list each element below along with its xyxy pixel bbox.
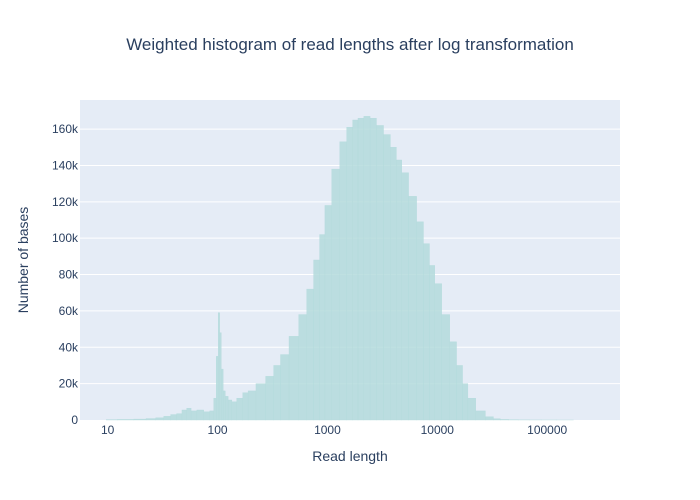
histogram-bar [376, 125, 384, 421]
y-tick-label: 40k [59, 340, 79, 354]
histogram-bar [306, 288, 314, 421]
histogram-bar [493, 418, 501, 421]
histogram-bar [331, 168, 340, 421]
histogram-bar [298, 314, 307, 421]
y-tick-label: 140k [52, 158, 79, 172]
chart-title: Weighted histogram of read lengths after… [126, 35, 574, 54]
histogram-bar [475, 410, 486, 421]
histogram-bar [190, 410, 198, 421]
histogram-bar [225, 396, 229, 421]
y-tick-label: 0 [71, 413, 78, 427]
histogram-bar [255, 383, 266, 421]
histogram-bar [500, 419, 509, 421]
histogram-bar [441, 314, 450, 421]
histogram-bar [339, 141, 347, 421]
histogram-bar [456, 365, 463, 421]
histogram-bar [219, 332, 222, 421]
x-tick-label: 10 [101, 423, 115, 437]
histogram-bar [196, 409, 204, 421]
histogram-bar [390, 147, 397, 421]
x-tick-label: 10000 [421, 423, 455, 437]
histogram-bar [181, 409, 187, 421]
histogram-bar [117, 419, 135, 421]
histogram-bar [434, 283, 442, 421]
histogram-bar [313, 259, 320, 421]
histogram-bar [423, 243, 430, 421]
histogram-bar [163, 416, 171, 421]
y-tick-label: 20k [59, 377, 79, 391]
histogram-bar [227, 399, 233, 421]
histogram-bar [133, 418, 147, 421]
x-tick-label: 1000 [314, 423, 341, 437]
histogram-bar [155, 417, 164, 421]
histogram-bar [280, 354, 290, 421]
histogram-bar [462, 383, 469, 421]
x-axis-ticks: 10 100 1000 10000 100000 [101, 423, 568, 437]
histogram-bar [222, 390, 226, 421]
histogram-bar [429, 265, 435, 421]
histogram-bar [176, 413, 183, 421]
y-tick-label: 60k [59, 304, 79, 318]
histogram-bar [170, 414, 177, 421]
histogram-bar [449, 341, 457, 421]
histogram-bar [346, 127, 353, 421]
histogram-bar [324, 205, 332, 421]
histogram-bar [203, 411, 210, 421]
histogram-bar [401, 172, 409, 421]
bars [105, 116, 574, 421]
histogram-bar [357, 117, 365, 421]
histogram-bar [242, 392, 249, 421]
y-axis-title: Number of bases [15, 207, 31, 314]
histogram-bar [369, 117, 377, 421]
y-axis-ticks: 0 20k 40k 60k 80k 100k 120k 140k 160k [52, 122, 79, 427]
histogram-bar [273, 365, 281, 421]
histogram-bar [247, 390, 257, 421]
histogram-bar [485, 416, 494, 421]
histogram-bar [213, 397, 217, 421]
histogram-bar [319, 234, 326, 421]
histogram-bar [236, 397, 243, 421]
histogram-bar [396, 159, 402, 421]
x-tick-label: 100000 [527, 423, 567, 437]
y-tick-label: 100k [52, 231, 79, 245]
histogram-bar [209, 410, 215, 421]
histogram-bar [288, 336, 299, 421]
histogram-bar [221, 368, 224, 421]
histogram-bar [231, 401, 237, 421]
histogram-bar [352, 119, 359, 421]
y-tick-label: 160k [52, 122, 79, 136]
histogram-bar [216, 356, 219, 421]
histogram-bar [145, 418, 156, 421]
y-tick-label: 120k [52, 195, 79, 209]
histogram-bar [265, 376, 274, 421]
histogram-bar [186, 407, 192, 421]
x-axis-title: Read length [312, 448, 388, 464]
histogram-bar [218, 312, 220, 421]
histogram-bar [467, 397, 476, 421]
histogram-bar [408, 196, 417, 421]
histogram-bar [383, 134, 391, 421]
histogram-bar [363, 116, 371, 421]
y-tick-label: 80k [59, 268, 79, 282]
histogram-bar [416, 221, 424, 421]
x-tick-label: 100 [208, 423, 228, 437]
